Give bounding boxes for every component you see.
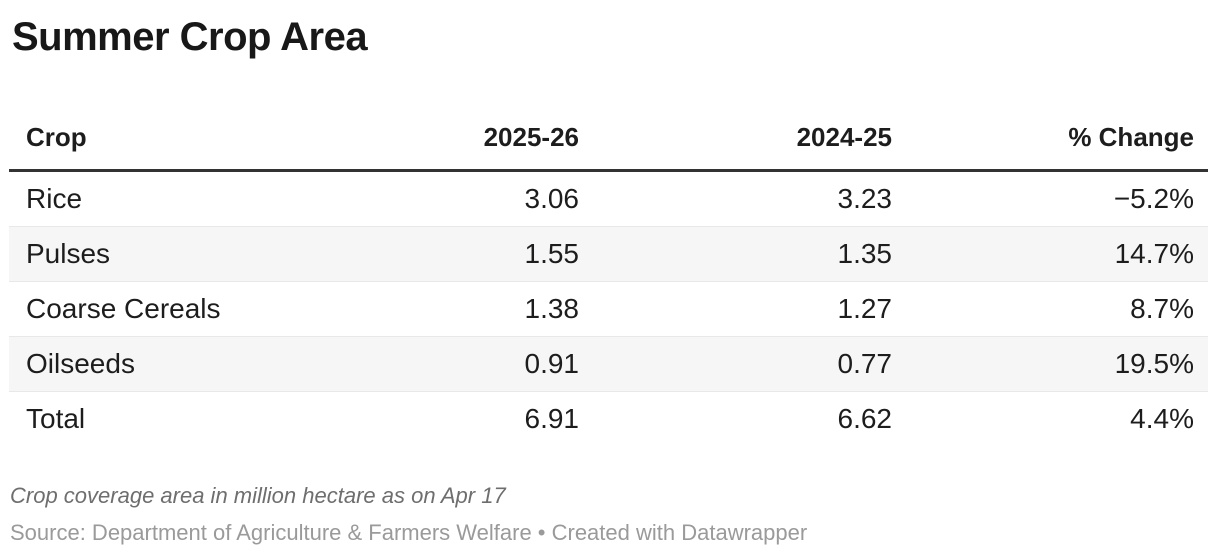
column-header-crop: Crop	[9, 100, 309, 172]
table-row-rice: Rice 3.06 3.23 −5.2%	[9, 170, 1208, 227]
table-footnote: Crop coverage area in million hectare as…	[10, 483, 506, 508]
table-row-total: Total 6.91 6.62 4.4%	[9, 392, 1208, 447]
cell-pct-change: 8.7%	[906, 281, 1208, 337]
cell-crop-name: Rice	[9, 170, 309, 227]
cell-area-2025-26: 6.91	[524, 403, 580, 434]
cell-pct-change: −5.2%	[906, 170, 1208, 227]
cell-area-2025-26: 1.55	[309, 226, 593, 282]
datawrapper-table-card: Summer Crop Area Crop 2025-26 2024-25 % …	[0, 14, 1220, 554]
cell-pct-change: 19.5%	[906, 336, 1208, 392]
cell-area-2025-26: 1.38	[309, 281, 593, 337]
column-header-2024-25: 2024-25	[593, 100, 906, 172]
cell-crop-name: Pulses	[9, 226, 309, 282]
cell-area-2024-25: 6.62	[837, 403, 893, 434]
crop-area-table: Crop 2025-26 2024-25 % Change Rice 3.06 …	[9, 100, 1208, 446]
cell-area-2024-25: 0.77	[593, 336, 906, 392]
table-header-row: Crop 2025-26 2024-25 % Change	[9, 100, 1208, 172]
cell-area-2025-26: 0.91	[309, 336, 593, 392]
table-row-pulses: Pulses 1.55 1.35 14.7%	[9, 226, 1208, 282]
table-row-oilseeds: Oilseeds 0.91 0.77 19.5%	[9, 336, 1208, 392]
cell-pct-change: 4.4%	[1130, 403, 1194, 434]
cell-pct-change: 14.7%	[906, 226, 1208, 282]
chart-title: Summer Crop Area	[12, 15, 368, 59]
cell-area-2024-25: 1.35	[593, 226, 906, 282]
column-header-2025-26: 2025-26	[309, 100, 593, 172]
column-header-pct-change: % Change	[906, 100, 1208, 172]
cell-area-2024-25: 3.23	[593, 170, 906, 227]
cell-crop-name: Oilseeds	[9, 336, 309, 392]
cell-crop-name: Coarse Cereals	[9, 281, 309, 337]
cell-area-2025-26: 3.06	[309, 170, 593, 227]
source-attribution: Source: Department of Agriculture & Farm…	[10, 520, 808, 545]
table-row-coarse-cereals: Coarse Cereals 1.38 1.27 8.7%	[9, 281, 1208, 337]
cell-crop-name: Total	[26, 403, 86, 434]
cell-area-2024-25: 1.27	[593, 281, 906, 337]
